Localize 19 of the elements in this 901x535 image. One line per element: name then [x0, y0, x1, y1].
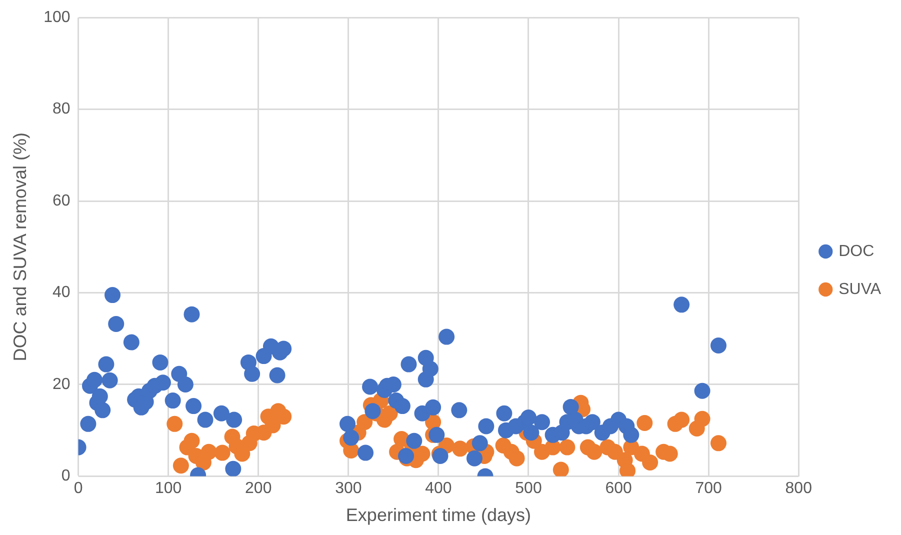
x-tick-label: 800	[785, 480, 812, 498]
y-tick-label: 40	[52, 284, 70, 302]
x-tick-label: 600	[605, 480, 632, 498]
x-tick-label: 500	[515, 480, 542, 498]
x-tick-label: 300	[335, 480, 362, 498]
legend-label: SUVA	[838, 280, 882, 298]
x-tick-label: 100	[154, 480, 182, 498]
x-tick-label: 0	[74, 480, 83, 498]
x-axis-title: Experiment time (days)	[346, 505, 531, 526]
legend-label: DOC	[838, 242, 874, 260]
y-tick-label: 60	[52, 192, 70, 210]
y-axis-title: DOC and SUVA removal (%)	[10, 132, 30, 362]
y-tick-label: 100	[44, 9, 70, 26]
x-tick-label: 400	[425, 480, 452, 498]
y-tick-label: 80	[52, 100, 70, 118]
y-tick-label: 0	[61, 468, 70, 485]
y-tick-label: 20	[52, 376, 70, 393]
x-tick-label: 200	[245, 480, 272, 498]
x-tick-label: 700	[695, 480, 722, 498]
